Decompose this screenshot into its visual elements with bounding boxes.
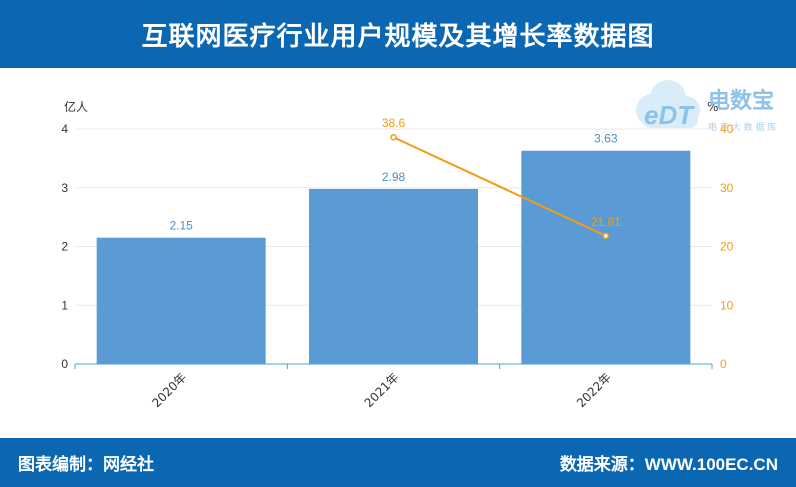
- bar-value-label: 2.15: [169, 219, 193, 233]
- y-tick-label: 1: [61, 298, 68, 312]
- growth-point: [602, 232, 610, 240]
- x-tick-label: 2022年: [574, 370, 614, 410]
- bar-value-label: 3.63: [594, 132, 618, 146]
- footer-bar: 图表编制：网经社 数据来源：WWW.100EC.CN: [0, 438, 796, 487]
- y2-tick-label: 20: [720, 240, 734, 254]
- footer-source: 数据来源：WWW.100EC.CN: [559, 455, 778, 474]
- x-tick-label: 2021年: [362, 370, 402, 410]
- cloud-icon: [636, 80, 700, 128]
- logo-tagline: 电 商 大 数 据 库: [708, 121, 776, 133]
- y-axis-label: 亿人: [64, 99, 88, 114]
- y-tick-label: 4: [61, 122, 68, 136]
- logo: eDT 电数宝 电 商 大 数 据 库: [636, 80, 776, 133]
- growth-point: [390, 133, 397, 141]
- y-tick-label: 3: [61, 181, 68, 195]
- y2-tick-label: 40: [720, 122, 734, 136]
- growth-value-label: 38.6: [382, 116, 406, 130]
- y-tick-label: 0: [61, 357, 68, 371]
- page-title: 互联网医疗行业用户规模及其增长率数据图: [141, 20, 655, 51]
- footer-credit: 图表编制：网经社: [18, 455, 154, 474]
- growth-value-label: 21.81: [591, 215, 621, 229]
- y2-tick-label: 30: [720, 181, 734, 195]
- bar: [96, 237, 266, 364]
- growth-line: [393, 136, 607, 237]
- x-tick-label: 2020年: [149, 370, 189, 410]
- logo-brand: 电数宝: [708, 88, 774, 114]
- bar: [521, 150, 691, 364]
- bar-value-label: 2.98: [382, 170, 406, 184]
- y2-tick-label: 10: [720, 298, 734, 312]
- y2-axis-label: %: [707, 100, 718, 114]
- logo-mark: eDT: [644, 100, 695, 130]
- y2-tick-label: 0: [720, 357, 727, 371]
- bar: [309, 188, 478, 364]
- y-tick-label: 2: [61, 240, 68, 254]
- header-bar: 互联网医疗行业用户规模及其增长率数据图: [0, 0, 796, 68]
